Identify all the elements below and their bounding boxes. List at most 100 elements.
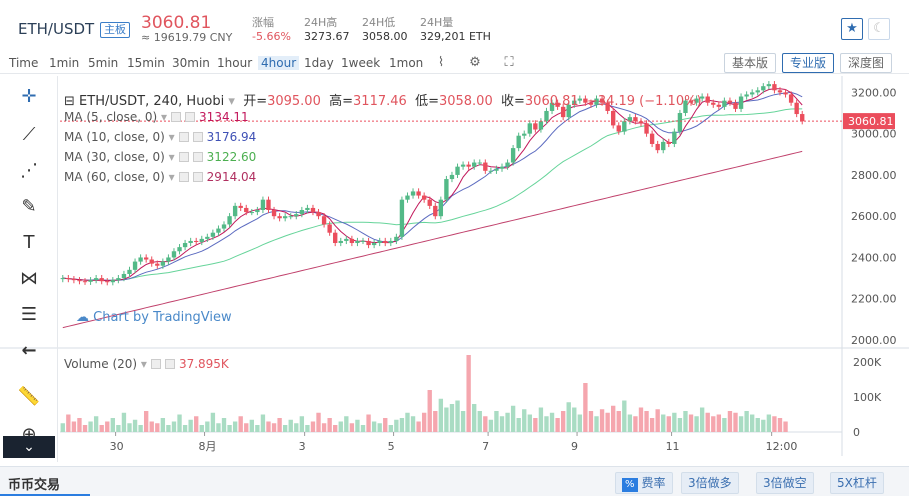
measure-icon[interactable]: ☰ <box>20 304 38 325</box>
volume-bar <box>210 412 216 432</box>
volume-tick-label: 200K <box>853 356 882 369</box>
volume-bar <box>544 416 549 432</box>
ma5-legend[interactable]: MA (5, close, 0) ▾ 3134.11 <box>64 110 249 124</box>
brush-icon[interactable]: ✎ <box>21 196 37 217</box>
tf-4hour[interactable]: 4hour <box>258 56 300 70</box>
candle <box>477 162 482 164</box>
volume-bar <box>649 418 655 432</box>
candle <box>466 164 471 167</box>
volume-bar <box>733 412 738 432</box>
back-arrow-icon[interactable]: ← <box>21 340 37 361</box>
volume-bar <box>588 411 594 432</box>
candle <box>761 86 766 91</box>
candle <box>105 281 110 283</box>
settings-icon[interactable]: ⚙ <box>469 55 481 70</box>
candle <box>327 224 332 233</box>
indicator-icon[interactable]: ⌇ <box>437 55 445 70</box>
trend-line-icon[interactable]: ⟋ <box>22 124 36 145</box>
last-price: 3060.81 <box>141 13 212 33</box>
fullscreen-icon[interactable]: ⛶ <box>504 55 514 70</box>
volume-bar <box>182 425 188 432</box>
tf-15min[interactable]: 15min <box>127 56 165 70</box>
volume-bar <box>127 423 132 432</box>
long-3x-button[interactable]: 3倍做多 <box>681 472 739 494</box>
tf-1min[interactable]: 1min <box>49 56 80 70</box>
view-basic-button[interactable]: 基本版 <box>724 53 776 73</box>
volume-bar <box>688 414 694 432</box>
volume-bar <box>188 419 193 432</box>
price-tick-label: 2200.00 <box>851 293 897 306</box>
candle <box>472 162 477 167</box>
pattern-icon[interactable]: ⋈ <box>20 268 38 289</box>
volume-bar <box>583 383 588 432</box>
candle <box>205 236 210 239</box>
volume-bar <box>538 407 544 432</box>
volume-bar <box>666 416 671 432</box>
star-icon[interactable]: ★ <box>841 18 863 40</box>
volume-bar <box>655 409 660 432</box>
tf-time[interactable]: Time <box>9 56 39 70</box>
ma10-legend[interactable]: MA (10, close, 0) ▾ 3176.94 <box>64 130 257 144</box>
drawing-toolbar: ✛ ⟋ ⋰ ✎ T ⋈ ☰ ← 📏 ⊕ <box>0 76 58 462</box>
candle <box>338 240 343 244</box>
volume-bar <box>711 416 716 432</box>
volume-bar <box>249 419 254 432</box>
volume-bar <box>177 414 182 432</box>
candle <box>661 141 666 151</box>
candle <box>711 102 716 105</box>
moon-icon[interactable]: ☾ <box>868 18 890 40</box>
volume-bar <box>549 412 555 432</box>
tf-1mon[interactable]: 1mon <box>389 56 424 70</box>
volume-bar <box>227 425 232 432</box>
margin-5x-button[interactable]: 5X杠杆 <box>830 472 884 494</box>
candle <box>249 212 254 214</box>
candle <box>210 232 216 237</box>
price-tick-label: 2800.00 <box>851 169 897 182</box>
tf-30min[interactable]: 30min <box>172 56 210 70</box>
volume-bar <box>399 418 405 432</box>
volume-legend[interactable]: Volume (20) ▾ 37.895K <box>64 357 229 371</box>
candle <box>599 98 605 103</box>
tf-1week[interactable]: 1week <box>341 56 381 70</box>
volume-bar <box>683 411 688 432</box>
volume-bar <box>744 411 749 432</box>
tf-5min[interactable]: 5min <box>88 56 119 70</box>
tradingview-watermark[interactable]: ☁ Chart by TradingView <box>76 310 232 325</box>
candle <box>583 98 588 103</box>
volume-bar <box>750 414 755 432</box>
ruler-icon[interactable]: 📏 <box>17 386 41 407</box>
candle <box>82 281 88 283</box>
volume-bar <box>116 425 121 432</box>
volume-bar <box>383 418 388 432</box>
view-pro-button[interactable]: 专业版 <box>782 53 834 73</box>
short-3x-button[interactable]: 3倍做空 <box>756 472 814 494</box>
volume-bar <box>299 416 305 432</box>
volume-bar <box>605 412 610 432</box>
tf-1hour[interactable]: 1hour <box>217 56 253 70</box>
volume-bar <box>416 421 421 432</box>
collapse-icon[interactable]: ⊟ <box>64 94 75 109</box>
chevron-down-icon[interactable]: ⌄ <box>3 436 55 458</box>
crosshair-icon[interactable]: ✛ <box>21 86 37 107</box>
tf-1day[interactable]: 1day <box>304 56 334 70</box>
candle <box>627 117 633 122</box>
text-icon[interactable]: T <box>23 232 35 253</box>
candle <box>333 232 338 244</box>
candle <box>344 238 349 241</box>
price-chart[interactable]: 3200.00 3000.00 2800.00 2600.00 2400.00 2200.… <box>0 0 909 466</box>
candle <box>483 162 488 171</box>
volume-bar <box>305 425 310 432</box>
ma60-legend[interactable]: MA (60, close, 0) ▾ 2914.04 <box>64 170 257 184</box>
candle <box>783 92 788 95</box>
view-depth-button[interactable]: 深度图 <box>840 53 892 73</box>
cny-price: ≈ 19619.79 CNY <box>141 31 233 44</box>
candle <box>310 207 316 213</box>
candle <box>321 216 327 225</box>
pair-name[interactable]: ETH/USDT <box>18 20 95 38</box>
fib-icon[interactable]: ⋰ <box>20 160 38 181</box>
tab-spot-trading[interactable]: 币币交易 <box>8 478 61 493</box>
volume-bar <box>738 416 744 432</box>
fee-button[interactable]: % 费率 <box>615 472 673 494</box>
stat-high: 24H高 3273.67 <box>304 16 350 43</box>
ma30-legend[interactable]: MA (30, close, 0) ▾ 3122.60 <box>64 150 257 164</box>
